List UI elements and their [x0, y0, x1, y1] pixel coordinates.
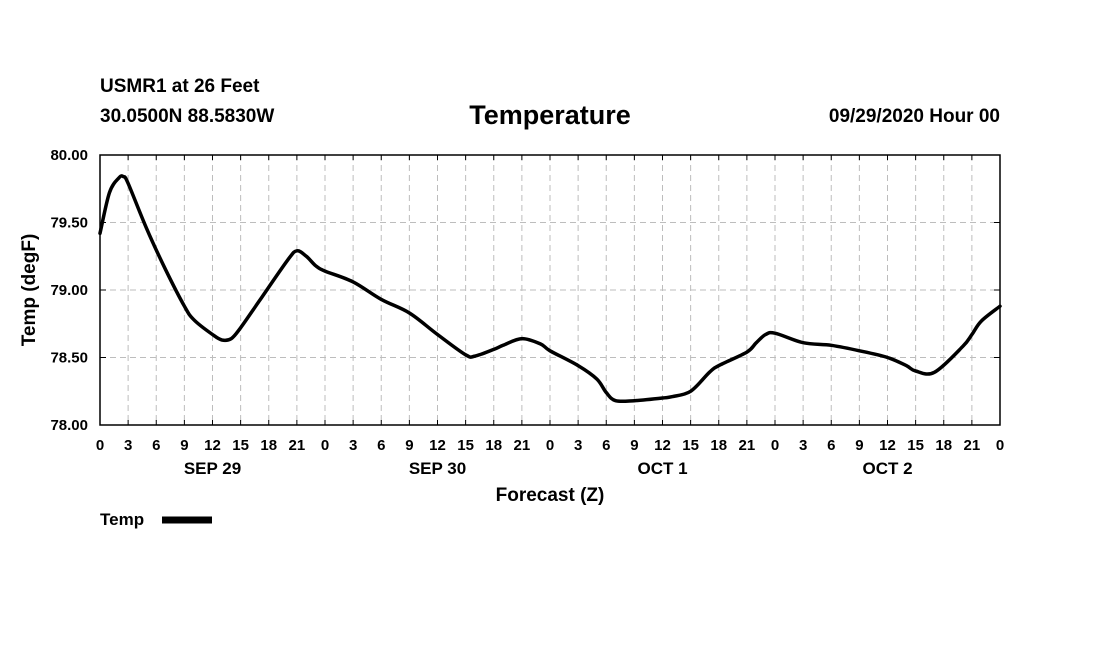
- x-tick-label: 9: [630, 437, 638, 454]
- y-tick-label: 79.00: [50, 282, 88, 299]
- x-tick-label: 15: [682, 437, 699, 454]
- x-tick-label: 12: [654, 437, 671, 454]
- legend-label: Temp: [100, 510, 144, 529]
- y-tick-labels: 78.00 78.50 79.00 79.50 80.00: [50, 147, 88, 434]
- x-tick-label: 3: [124, 437, 132, 454]
- y-tick-label: 80.00: [50, 147, 88, 164]
- x-tick-label: 12: [429, 437, 446, 454]
- chart-title: Temperature: [469, 100, 631, 130]
- x-tick-label: 21: [964, 437, 981, 454]
- x-axis-title: Forecast (Z): [496, 485, 605, 506]
- x-tick-label: 18: [710, 437, 727, 454]
- x-tick-label: 6: [152, 437, 160, 454]
- x-tick-label: 0: [771, 437, 779, 454]
- x-tick-label: 9: [405, 437, 413, 454]
- x-tick-label: 15: [907, 437, 924, 454]
- x-tick-label: 21: [289, 437, 306, 454]
- x-tick-labels: 0 3 6 9 12 15 18 21 0 3 6 9 12 15 18 21 0 3 6 9 12 15 18 21 0 3 6 9…: [96, 437, 1004, 454]
- day-label: OCT 2: [862, 459, 912, 478]
- x-tick-label: 6: [827, 437, 835, 454]
- x-tick-label: 12: [204, 437, 221, 454]
- temp-series-line: [98, 174, 1002, 404]
- gridlines: [100, 155, 1000, 425]
- x-tick-label: 9: [180, 437, 188, 454]
- x-tick-label: 9: [855, 437, 863, 454]
- y-axis-title: Temp (degF): [19, 234, 40, 347]
- x-tick-label: 18: [485, 437, 502, 454]
- station-coordinates: 30.0500N 88.5830W: [100, 106, 275, 127]
- y-tick-label: 79.50: [50, 215, 88, 232]
- day-label: SEP 29: [184, 459, 241, 478]
- x-tick-label: 3: [574, 437, 582, 454]
- day-label: SEP 30: [409, 459, 466, 478]
- y-tick-label: 78.00: [50, 417, 88, 434]
- forecast-timestamp: 09/29/2020 Hour 00: [828, 106, 1000, 127]
- x-tick-label: 21: [739, 437, 756, 454]
- station-label: USMR1 at 26 Feet: [100, 76, 260, 97]
- day-labels: SEP 29 SEP 30 OCT 1 OCT 2: [184, 459, 913, 478]
- x-tick-label: 0: [96, 437, 104, 454]
- x-tick-label: 21: [514, 437, 531, 454]
- x-tick-label: 6: [602, 437, 610, 454]
- x-tick-label: 3: [799, 437, 807, 454]
- x-tick-label: 6: [377, 437, 385, 454]
- x-tick-label: 18: [935, 437, 952, 454]
- x-tick-label: 0: [546, 437, 554, 454]
- x-tick-label: 3: [349, 437, 357, 454]
- y-tick-label: 78.50: [50, 350, 88, 367]
- x-tick-label: 12: [879, 437, 896, 454]
- x-tick-label: 0: [321, 437, 329, 454]
- x-tick-label: 15: [457, 437, 474, 454]
- axis-ticks: [99, 154, 1001, 426]
- x-tick-label: 15: [232, 437, 249, 454]
- day-label: OCT 1: [637, 459, 687, 478]
- x-tick-label: 0: [996, 437, 1004, 454]
- x-tick-label: 18: [260, 437, 277, 454]
